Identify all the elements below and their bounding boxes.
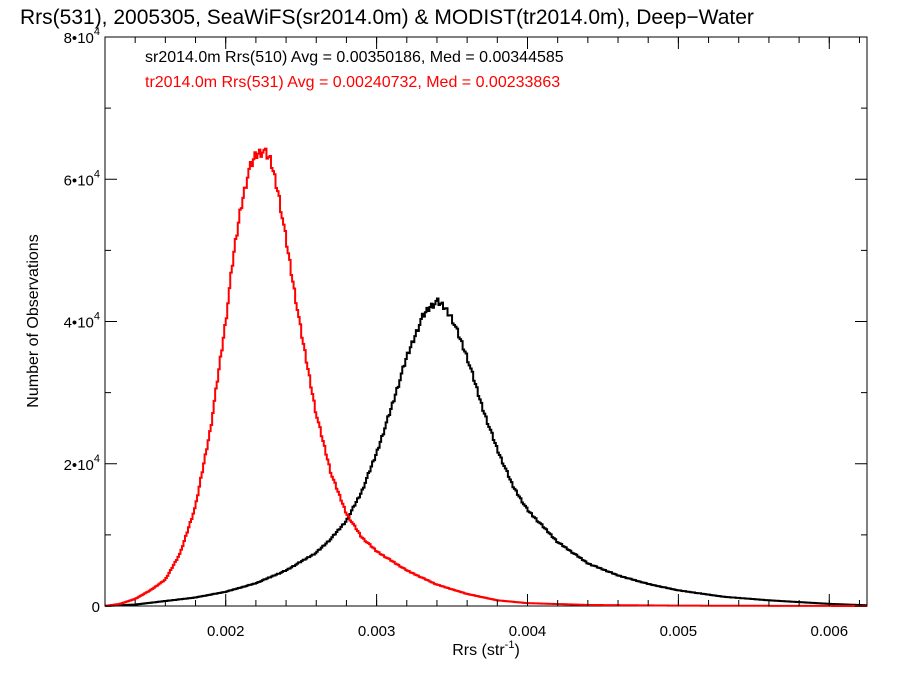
y-axis-label: Number of Observations xyxy=(25,234,42,407)
x-tick-label: 0.003 xyxy=(358,623,396,640)
chart-title: Rrs(531), 2005305, SeaWiFS(sr2014.0m) & … xyxy=(20,6,754,29)
legend-entry-1: sr2014.0m Rrs(510) Avg = 0.00350186, Med… xyxy=(145,49,564,66)
series-line-1 xyxy=(105,297,867,607)
legend-entry-2: tr2014.0m Rrs(531) Avg = 0.00240732, Med… xyxy=(145,74,560,91)
series-layer xyxy=(105,147,867,607)
y-tick-label: 0 xyxy=(92,599,100,616)
x-tick-label: 0.006 xyxy=(811,623,849,640)
x-axis-label: Rrs (str-1) xyxy=(452,639,520,659)
y-tick-label: 4•104 xyxy=(64,311,100,332)
legend: sr2014.0m Rrs(510) Avg = 0.00350186, Med… xyxy=(145,49,564,91)
y-tick-label: 8•104 xyxy=(64,26,100,47)
x-tick-label: 0.004 xyxy=(509,623,547,640)
series-line-2 xyxy=(105,147,867,607)
ticks-layer: 0.002 0.003 0.004 0.005 0.006 0 2•104 4•104 6•10… xyxy=(64,26,867,640)
plot-frame xyxy=(104,36,868,607)
x-tick-label: 0.005 xyxy=(660,623,698,640)
plot-area xyxy=(104,36,868,607)
y-tick-label: 6•104 xyxy=(64,168,100,189)
y-tick-label: 2•104 xyxy=(64,453,100,474)
x-tick-label: 0.002 xyxy=(207,623,245,640)
